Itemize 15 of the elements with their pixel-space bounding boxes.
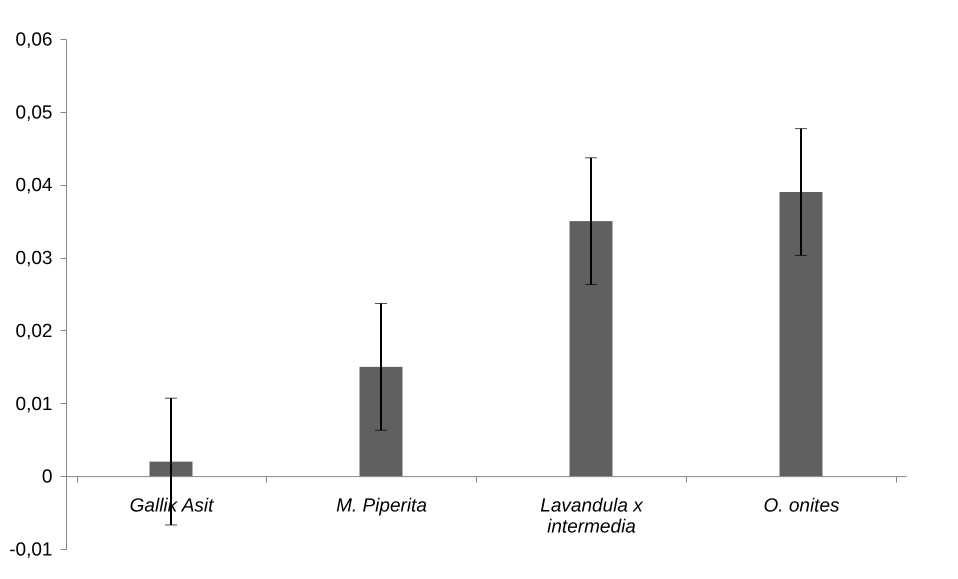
y-tick-label: 0,02	[16, 320, 52, 342]
bar	[780, 192, 822, 476]
bar	[360, 366, 402, 476]
bar	[570, 221, 612, 476]
y-tick-label: 0,03	[16, 248, 52, 270]
y-tick-label: 0,01	[16, 394, 52, 415]
x-tick-label: M. Piperita	[336, 496, 427, 517]
y-tick-label: 0,05	[16, 102, 52, 124]
y-tick-label: 0,04	[16, 175, 53, 196]
y-tick-label: -0,01	[9, 540, 52, 560]
bar	[150, 462, 192, 476]
y-tick-label: 0	[42, 466, 52, 488]
y-tick-label: 0,06	[16, 30, 52, 50]
x-tick-label: Lavandula x intermedia	[540, 496, 644, 538]
x-tick-label: O. onites	[763, 496, 840, 517]
